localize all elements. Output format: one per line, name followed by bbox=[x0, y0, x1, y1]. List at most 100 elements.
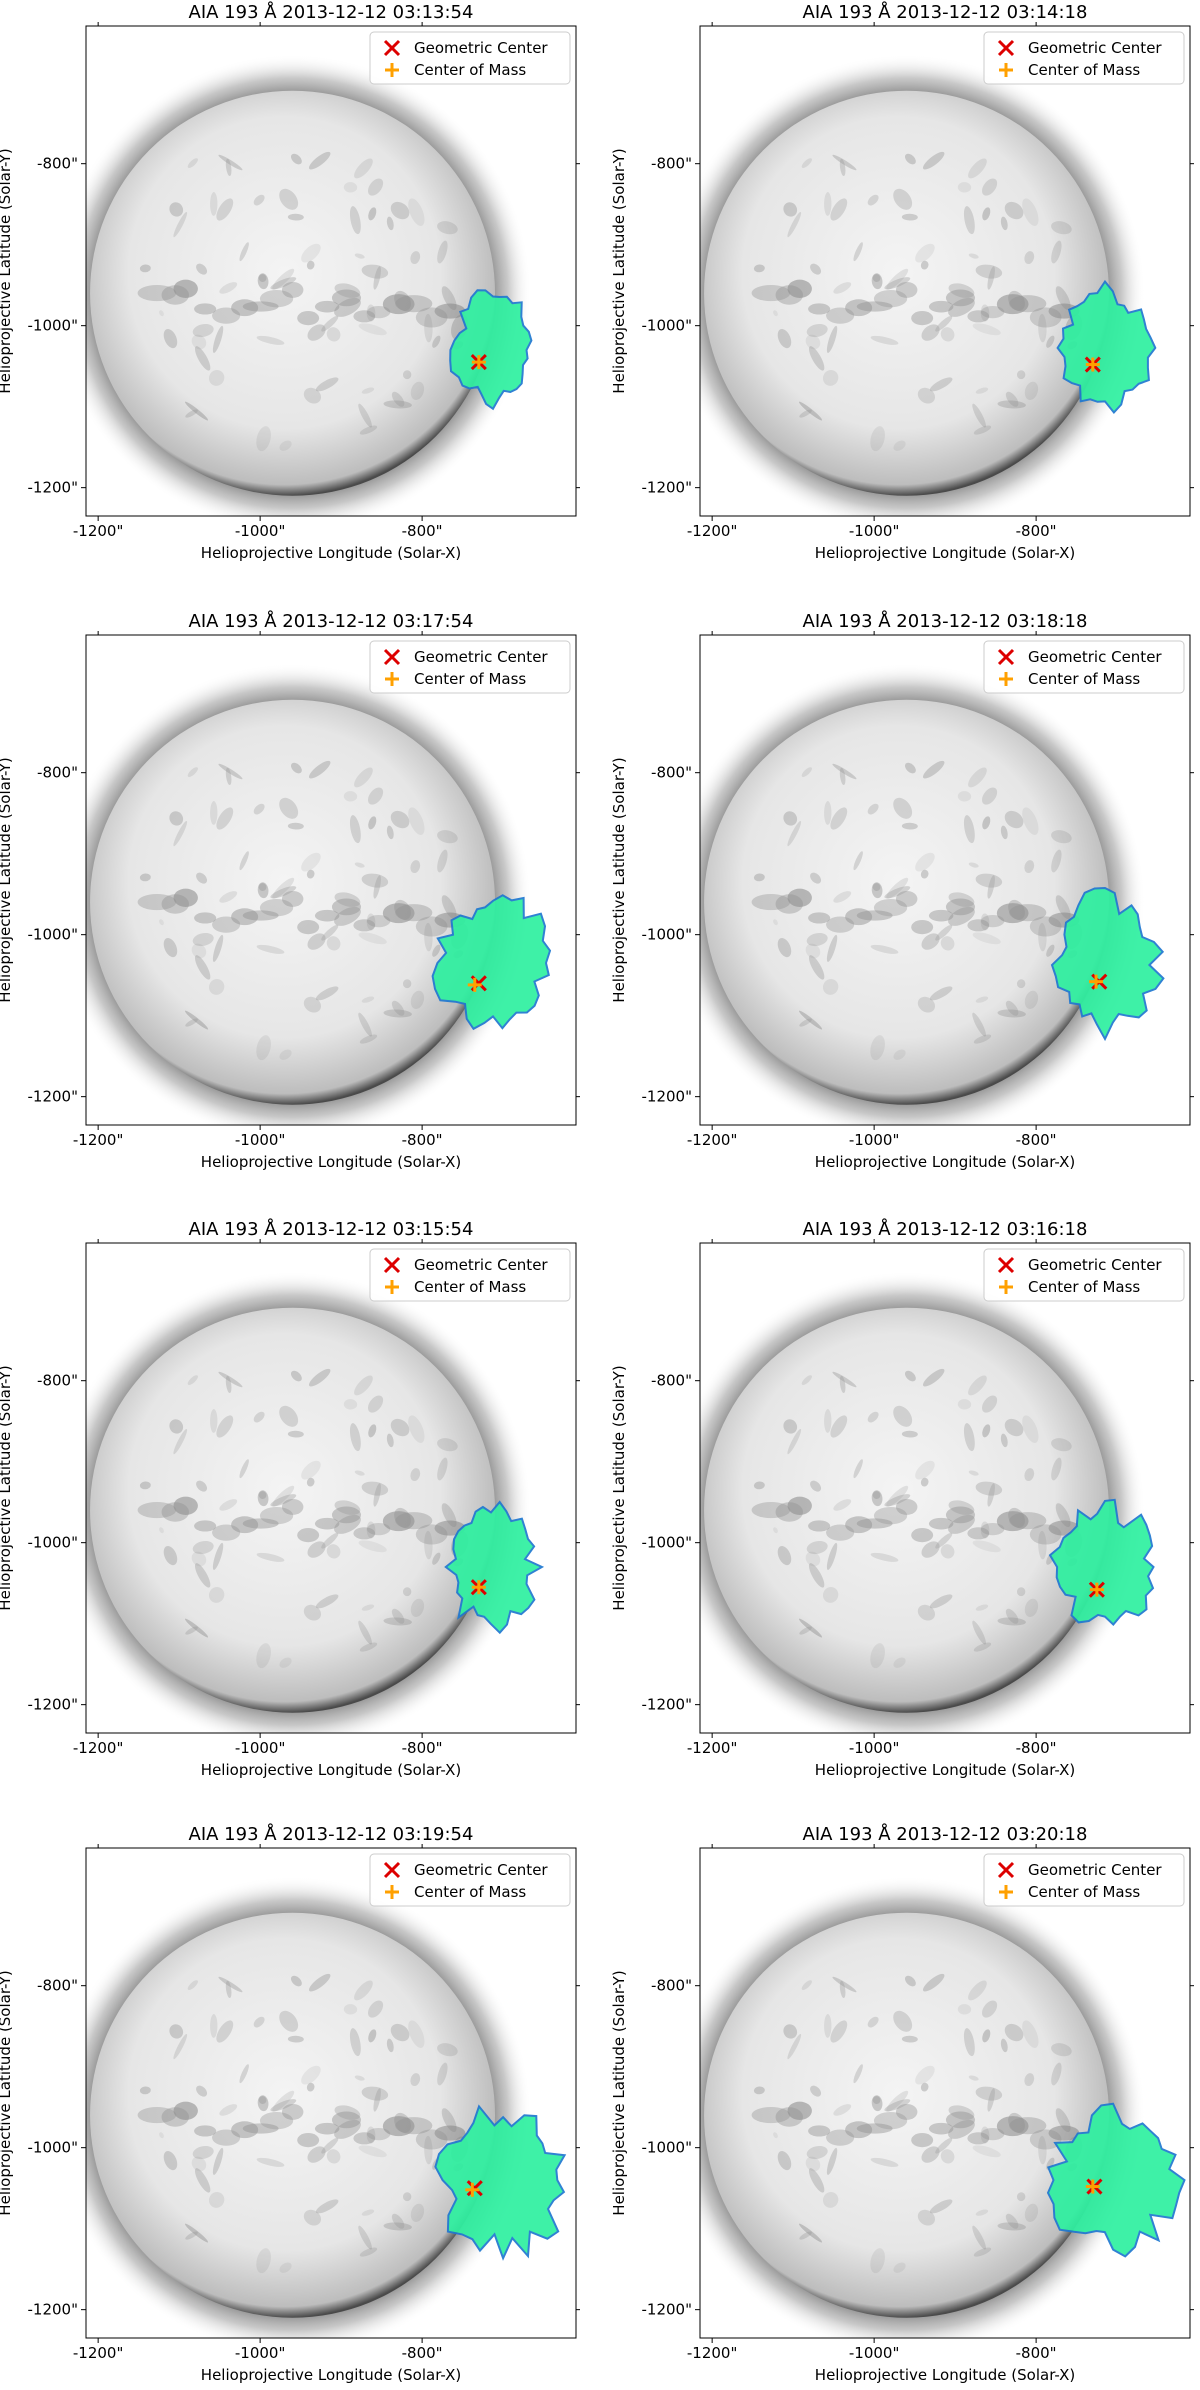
wave-mask-region bbox=[1056, 279, 1157, 415]
y-tick-label: -1200" bbox=[642, 1088, 693, 1106]
dark-structure bbox=[256, 1035, 271, 1061]
dark-structure bbox=[424, 922, 433, 952]
dark-structure bbox=[1024, 2203, 1039, 2222]
active-region bbox=[996, 294, 1029, 315]
dark-structure bbox=[822, 979, 839, 995]
active-region bbox=[281, 890, 304, 907]
dark-structure bbox=[361, 387, 375, 394]
dark-structure bbox=[349, 815, 361, 844]
dark-structure bbox=[1004, 1418, 1024, 1437]
x-tick-label: -1000" bbox=[235, 1131, 286, 1149]
dark-structure bbox=[373, 266, 381, 290]
dark-structure bbox=[187, 1375, 198, 1385]
dark-structure bbox=[982, 2029, 991, 2043]
dark-structure bbox=[163, 937, 178, 958]
dark-structure bbox=[870, 2157, 899, 2167]
active-region bbox=[1009, 2117, 1047, 2135]
panel-title: AIA 193 Å 2013-12-12 03:18:18 bbox=[803, 610, 1088, 632]
active-region bbox=[353, 310, 376, 323]
dark-structure bbox=[922, 1368, 945, 1387]
active-region bbox=[751, 284, 791, 302]
dark-structure bbox=[386, 216, 394, 231]
active-region bbox=[967, 310, 990, 323]
dark-structure bbox=[308, 760, 331, 779]
legend-box bbox=[369, 640, 571, 694]
y-tick-label: -800" bbox=[651, 764, 692, 782]
wave-mask-region bbox=[1046, 2102, 1186, 2258]
active-region bbox=[873, 290, 908, 308]
active-region bbox=[382, 294, 415, 315]
dark-structure bbox=[948, 1514, 975, 1534]
y-tick-label: -800" bbox=[37, 1977, 78, 1995]
active-region bbox=[787, 1496, 812, 1515]
dark-structure bbox=[824, 1409, 832, 1433]
x-tick-label: -1000" bbox=[235, 2344, 286, 2362]
dark-structure bbox=[832, 1371, 857, 1388]
dark-structure bbox=[826, 1542, 838, 1570]
dark-structure bbox=[192, 2145, 214, 2160]
dark-structure bbox=[980, 913, 990, 931]
dark-structure bbox=[871, 1490, 883, 1507]
dark-structure bbox=[901, 2035, 918, 2043]
dark-structure bbox=[301, 2065, 321, 2085]
dark-structure bbox=[212, 325, 224, 353]
dark-structure bbox=[1008, 2112, 1025, 2133]
dark-structure bbox=[948, 1500, 975, 1515]
dark-structure bbox=[219, 891, 238, 903]
dark-structure bbox=[917, 996, 936, 1013]
dark-structure bbox=[354, 2075, 365, 2081]
dark-structure bbox=[218, 1371, 243, 1388]
dark-structure bbox=[867, 1411, 879, 1423]
dark-structure bbox=[806, 2145, 828, 2160]
dark-structure bbox=[798, 1618, 823, 1638]
dark-structure bbox=[358, 403, 372, 428]
dark-structure bbox=[973, 2247, 992, 2257]
dark-structure bbox=[390, 2023, 410, 2042]
legend-x-icon bbox=[383, 39, 401, 57]
dark-structure bbox=[917, 387, 936, 404]
plot-area bbox=[86, 1848, 576, 2338]
dark-structure bbox=[279, 1049, 292, 1060]
active-region bbox=[242, 1518, 279, 1529]
dark-structure bbox=[159, 2132, 164, 2139]
dark-structure bbox=[368, 207, 377, 221]
dark-structure bbox=[196, 872, 208, 884]
dark-structure bbox=[256, 335, 285, 345]
dark-structure bbox=[867, 803, 879, 815]
dark-structure bbox=[359, 1034, 378, 1044]
dark-structure bbox=[1038, 2135, 1047, 2165]
dark-structure bbox=[432, 1552, 441, 1565]
dark-structure bbox=[920, 869, 929, 879]
panel-6: AIA 193 Å 2013-12-12 03:16:18 -1200" -1000… bbox=[610, 1218, 1194, 1779]
dark-structure bbox=[354, 862, 365, 868]
active-region bbox=[775, 894, 804, 914]
dark-structure bbox=[893, 440, 906, 451]
panel-title: AIA 193 Å 2013-12-12 03:17:54 bbox=[189, 610, 474, 632]
dark-structure bbox=[870, 2248, 885, 2274]
dark-structure bbox=[806, 932, 828, 947]
dark-structure bbox=[773, 2132, 778, 2139]
dark-structure bbox=[307, 324, 326, 341]
dark-structure bbox=[256, 944, 285, 954]
panel-title: AIA 193 Å 2013-12-12 03:15:54 bbox=[189, 1218, 474, 1240]
dark-structure bbox=[1022, 807, 1039, 835]
solar-disk bbox=[90, 699, 496, 1105]
dark-structure bbox=[832, 154, 857, 171]
dark-structure bbox=[753, 264, 765, 273]
dark-structure bbox=[185, 2231, 198, 2240]
active-region bbox=[194, 303, 217, 315]
active-region bbox=[775, 285, 804, 305]
dark-structure bbox=[306, 2082, 315, 2092]
dark-structure bbox=[870, 335, 899, 345]
axes-frame bbox=[699, 25, 1191, 517]
dark-structure bbox=[354, 1470, 365, 1476]
dark-structure bbox=[349, 1423, 361, 1452]
dark-structure bbox=[368, 2000, 384, 2018]
active-region bbox=[173, 1496, 198, 1515]
dark-structure bbox=[437, 240, 448, 264]
panel-title: AIA 193 Å 2013-12-12 03:13:54 bbox=[189, 1, 474, 23]
dark-structure bbox=[987, 266, 995, 290]
dark-structure bbox=[208, 2192, 225, 2208]
plot-area bbox=[86, 26, 576, 516]
